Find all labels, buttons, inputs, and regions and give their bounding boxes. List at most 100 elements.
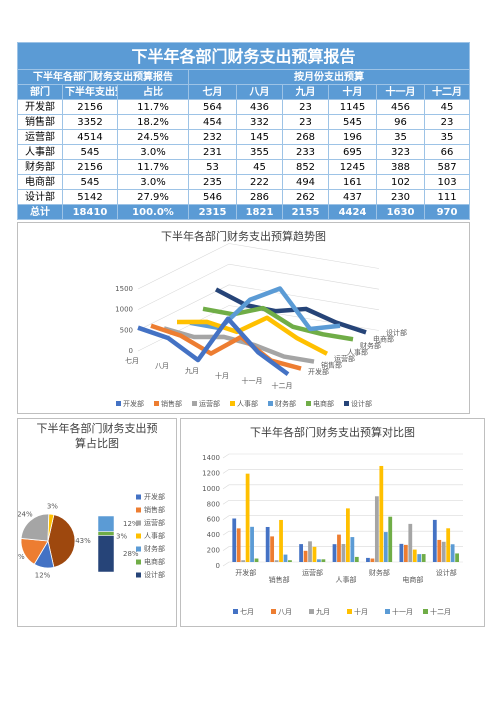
cell: 45 (423, 99, 471, 115)
total-cell: 1821 (236, 204, 283, 220)
grid-line (222, 499, 463, 505)
data-row: 销售部 3352 18.2% 454 332 23 545 96 23 (17, 114, 471, 130)
cell: 695 (328, 144, 377, 160)
bar (241, 560, 246, 562)
column-header: 七月 (188, 84, 237, 100)
series-label: 财务部 (360, 341, 381, 350)
cell: 230 (376, 189, 425, 205)
legend-swatch (344, 401, 349, 406)
subheader-row: 下半年各部门财务支出预算报告 按月份支出预算 (17, 69, 471, 85)
bar (232, 518, 237, 562)
cell: 494 (282, 174, 329, 190)
total-cell: 总计 (17, 204, 63, 220)
y-tick-label: 600 (207, 516, 220, 524)
bar (332, 544, 337, 562)
legend-swatch (309, 609, 314, 614)
legend-label: 七月 (240, 607, 254, 616)
legend-swatch (154, 401, 159, 406)
table-title: 下半年各部门财务支出预算报告 (16, 42, 471, 70)
cell: 436 (236, 99, 283, 115)
legend-label: 十月 (354, 607, 368, 616)
cell: 233 (282, 144, 329, 160)
cell: 66 (423, 144, 471, 160)
chart-svg: 43% 12% 18% 24% 3% 12% 3% 28% 开发部销售部运营部人事部财务部电商部… (9, 492, 165, 580)
bar (403, 544, 408, 562)
cell: 3.0% (117, 174, 189, 190)
legend-label: 开发部 (144, 492, 165, 501)
legend-label: 销售部 (161, 399, 182, 408)
column-header: 部门 (17, 84, 63, 100)
cell: 454 (188, 114, 237, 130)
x-tick-label: 十二月 (272, 381, 293, 390)
legend-swatch (136, 546, 141, 552)
cell: 161 (328, 174, 377, 190)
cell: 268 (282, 129, 329, 145)
bar (437, 539, 442, 562)
x-tick-label: 电商部 (402, 575, 423, 584)
y-tick-label: 0 (216, 562, 220, 570)
legend-label: 开发部 (123, 399, 144, 408)
total-cell: 100.0% (117, 204, 189, 220)
cell: 2156 (62, 159, 118, 175)
column-header: 下半年支出预 (62, 84, 118, 100)
bar (354, 556, 359, 562)
legend-swatch (268, 401, 273, 406)
pie-slice (47, 514, 76, 568)
legend-swatch (136, 533, 141, 539)
cell: 人事部 (17, 144, 63, 160)
cell: 3352 (62, 114, 118, 130)
data-label: 3% (47, 502, 58, 510)
cell: 587 (423, 159, 471, 175)
data-row: 人事部 545 3.0% 231 355 233 695 323 66 (17, 144, 471, 160)
x-tick-label: 销售部 (269, 575, 290, 584)
cell: 456 (376, 99, 425, 115)
series-label: 人事部 (347, 348, 368, 357)
cell: 开发部 (17, 99, 63, 115)
total-row: 总计 18410 100.0% 2315 1821 2155 4424 1630 970 (17, 204, 471, 220)
legend-swatch (136, 494, 141, 500)
cell: 24.5% (117, 129, 189, 145)
x-tick-label: 七月 (125, 356, 139, 365)
cell: 102 (376, 174, 425, 190)
cell: 323 (376, 144, 425, 160)
y-tick-label: 400 (207, 531, 220, 539)
bar (366, 557, 370, 562)
x-tick-label: 财务部 (369, 568, 390, 577)
grid-line (222, 561, 463, 567)
legend-label: 财务部 (144, 544, 165, 553)
chart-title: 下半年各部门财务支出预算对比图 (250, 426, 415, 439)
cell: 运营部 (17, 129, 63, 145)
cell: 4514 (62, 129, 118, 145)
bar-segment (97, 531, 115, 536)
legend-label: 设计部 (351, 399, 372, 408)
grid-line (137, 263, 380, 310)
bar (421, 554, 426, 562)
cell: 18.2% (117, 114, 189, 130)
bar (412, 549, 417, 562)
cell: 145 (236, 129, 283, 145)
bar (408, 523, 413, 562)
cell: 111 (423, 189, 471, 205)
data-label: 43% (75, 537, 91, 545)
bar (346, 508, 350, 562)
line (202, 305, 354, 342)
column-header: 十月 (328, 84, 377, 100)
budget-table: 下半年各部门财务支出预算报告 下半年各部门财务支出预算报告 按月份支出预算 部门 下半年… (16, 42, 471, 220)
cell: 2156 (62, 99, 118, 115)
bar (417, 554, 422, 562)
header-row: 部门下半年支出预占比七月八月九月十月十一月十二月 (17, 84, 471, 100)
title-row: 下半年各部门财务支出预算报告 (16, 42, 471, 70)
cell: 103 (423, 174, 471, 190)
legend-swatch (136, 520, 141, 526)
legend-label: 人事部 (144, 531, 165, 540)
cell: 388 (376, 159, 425, 175)
total-cell: 1630 (376, 204, 425, 220)
y-tick-label: 1200 (202, 469, 220, 477)
cell: 545 (62, 174, 118, 190)
cell: 财务部 (17, 159, 63, 175)
grid-line (222, 469, 463, 474)
x-tick-label: 九月 (185, 366, 199, 375)
bar (270, 536, 275, 562)
